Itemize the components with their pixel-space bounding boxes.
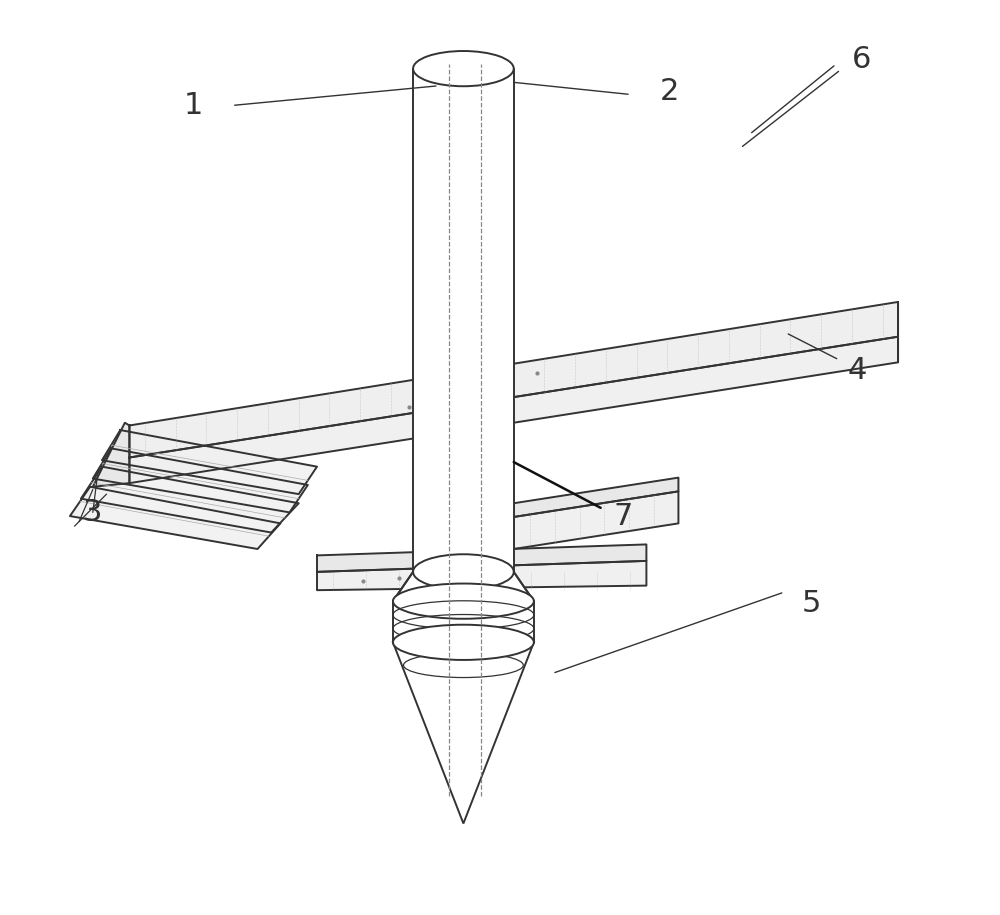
Polygon shape (393, 642, 534, 824)
Text: 2: 2 (660, 77, 679, 106)
Ellipse shape (393, 625, 534, 660)
Polygon shape (514, 491, 678, 549)
Text: 4: 4 (847, 356, 867, 385)
Text: 5: 5 (801, 589, 821, 619)
Polygon shape (317, 561, 646, 590)
Bar (393, 601, 534, 642)
Polygon shape (129, 302, 898, 458)
Ellipse shape (413, 554, 514, 589)
Polygon shape (93, 423, 129, 487)
Polygon shape (393, 572, 534, 601)
Text: 3: 3 (83, 498, 103, 527)
Polygon shape (514, 478, 678, 517)
Polygon shape (102, 430, 317, 494)
Ellipse shape (413, 51, 514, 86)
Polygon shape (81, 467, 299, 533)
Text: 6: 6 (852, 45, 871, 74)
Ellipse shape (393, 584, 534, 619)
Polygon shape (70, 487, 280, 549)
Polygon shape (93, 448, 308, 512)
Text: 7: 7 (614, 502, 633, 532)
Bar (413, 69, 514, 572)
Text: 1: 1 (184, 91, 203, 120)
Polygon shape (317, 544, 646, 572)
Polygon shape (129, 337, 898, 483)
